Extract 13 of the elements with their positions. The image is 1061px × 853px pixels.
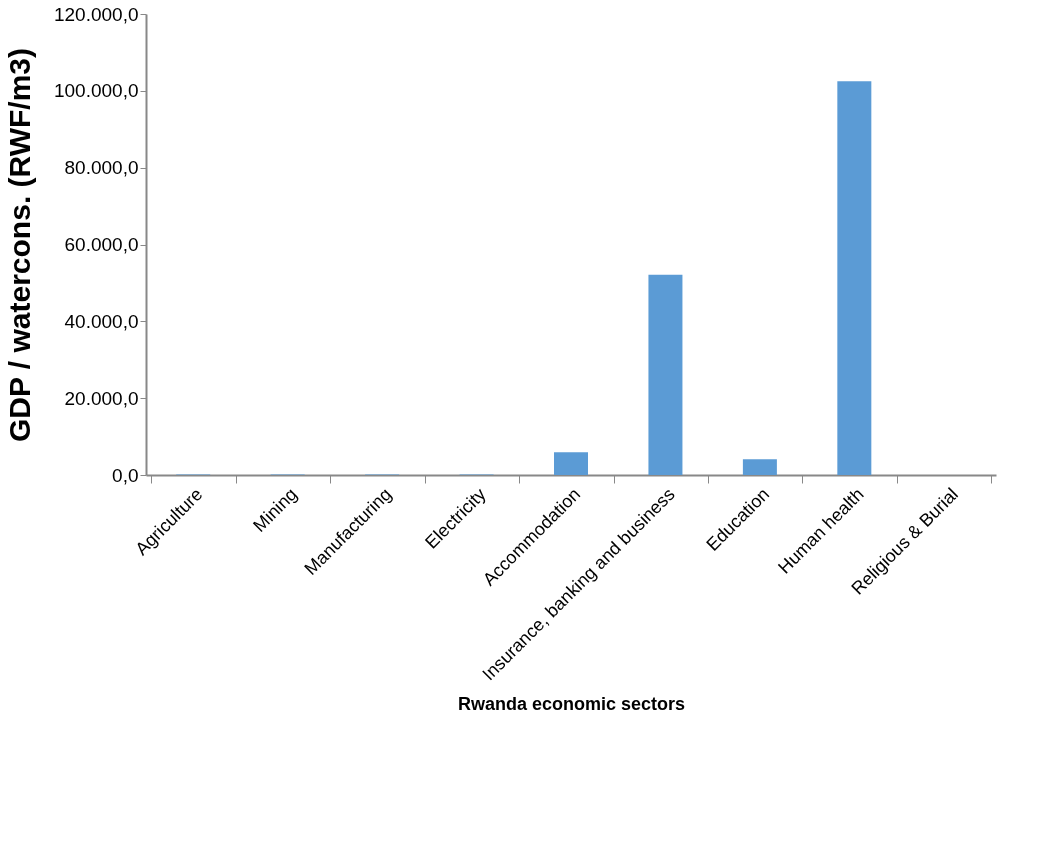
bar [742,459,777,475]
y-tick-label: 80.000,0 [64,157,139,179]
y-tick-label: 40.000,0 [64,310,139,332]
y-tick-label: 60.000,0 [64,234,139,255]
x-axis-title: Rwanda economic sectors [457,693,686,714]
bar [648,274,683,475]
y-tick-label: 0,0 [112,464,139,486]
bar [554,452,588,475]
y-axis-title: GDP / watercons. (RWF/m3) [2,48,36,442]
bar [837,81,872,475]
y-tick-label: 20.000,0 [64,387,139,409]
y-tick-label: 120.000,0 [53,3,139,25]
y-tick-label: 100.000,0 [53,80,139,102]
